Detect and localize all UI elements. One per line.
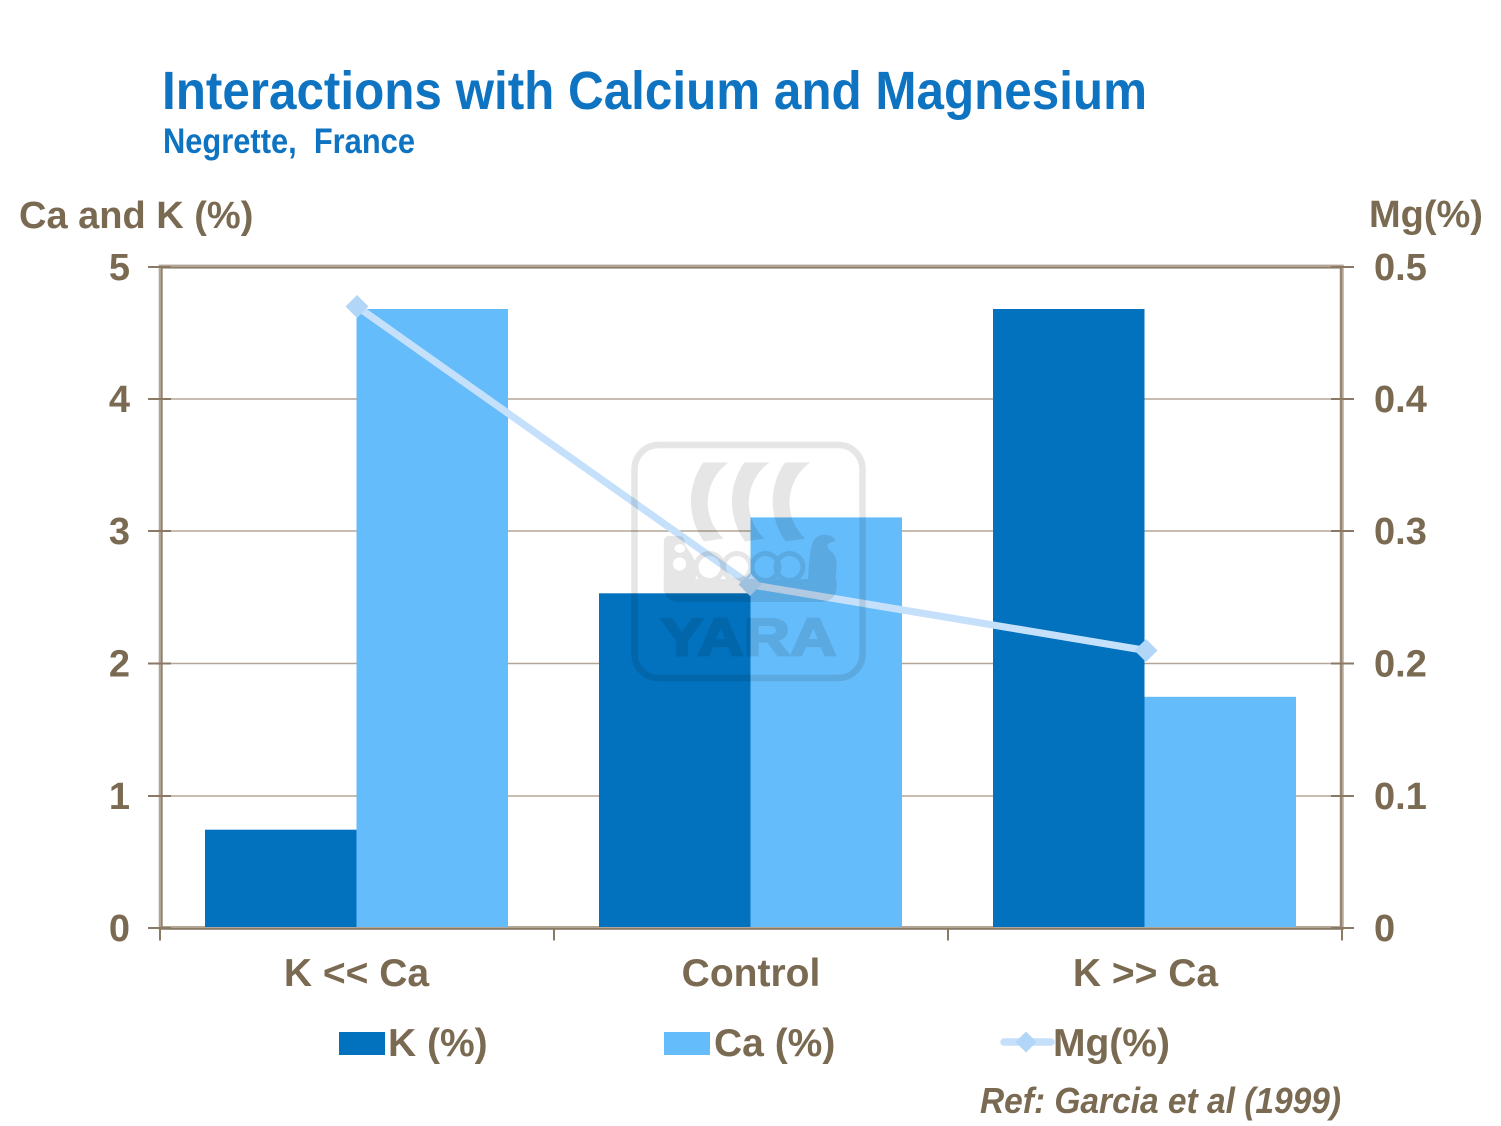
svg-text:3: 3 bbox=[109, 511, 130, 553]
svg-text:Mg(%): Mg(%) bbox=[1369, 194, 1483, 236]
svg-text:Mg(%): Mg(%) bbox=[1053, 1022, 1170, 1065]
svg-text:0.5: 0.5 bbox=[1374, 247, 1427, 289]
svg-text:YARA: YARA bbox=[661, 609, 837, 668]
svg-text:0: 0 bbox=[1374, 908, 1395, 950]
svg-text:0.3: 0.3 bbox=[1374, 511, 1427, 553]
svg-text:2: 2 bbox=[109, 643, 130, 685]
svg-text:0.4: 0.4 bbox=[1374, 379, 1427, 421]
svg-text:Ref: Garcia et al (1999): Ref: Garcia et al (1999) bbox=[980, 1080, 1341, 1121]
svg-text:5: 5 bbox=[109, 247, 130, 289]
svg-text:0.1: 0.1 bbox=[1374, 776, 1427, 818]
svg-text:Interactions with Calcium and: Interactions with Calcium and Magnesium bbox=[162, 61, 1147, 121]
svg-text:1: 1 bbox=[109, 776, 130, 818]
svg-text:4: 4 bbox=[109, 379, 130, 421]
svg-text:Control: Control bbox=[682, 952, 821, 995]
svg-text:K (%): K (%) bbox=[388, 1022, 488, 1065]
svg-text:0.2: 0.2 bbox=[1374, 643, 1427, 685]
svg-text:Negrette, France: Negrette, France bbox=[163, 122, 415, 161]
svg-text:K >> Ca: K >> Ca bbox=[1073, 952, 1219, 995]
svg-text:Ca and K (%): Ca and K (%) bbox=[19, 195, 253, 237]
svg-text:Ca (%): Ca (%) bbox=[714, 1022, 835, 1065]
svg-text:K << Ca: K << Ca bbox=[284, 952, 430, 995]
svg-text:0: 0 bbox=[109, 908, 130, 950]
